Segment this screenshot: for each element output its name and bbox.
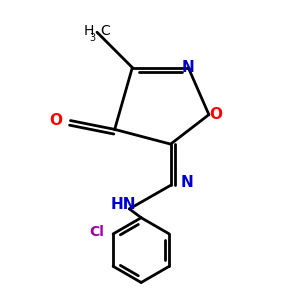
Text: C: C <box>100 24 110 38</box>
Text: Cl: Cl <box>89 225 104 239</box>
Text: HN: HN <box>111 197 136 212</box>
Text: O: O <box>49 113 62 128</box>
Text: N: N <box>182 60 195 75</box>
Text: N: N <box>180 175 193 190</box>
Text: O: O <box>210 107 223 122</box>
Text: 3: 3 <box>89 33 95 43</box>
Text: H: H <box>84 24 94 38</box>
